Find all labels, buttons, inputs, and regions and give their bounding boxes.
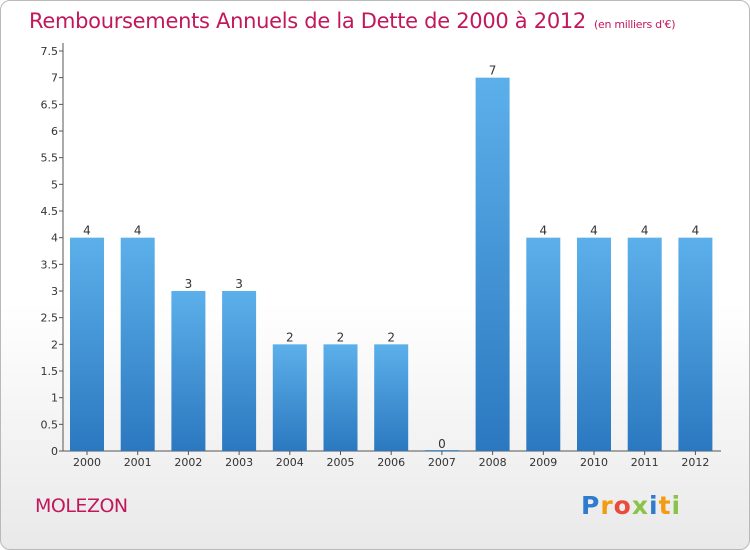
y-tick-label: 4.5 — [41, 205, 59, 218]
logo-letter: i — [649, 491, 659, 520]
bar-value-label: 4 — [134, 224, 142, 238]
bar — [678, 237, 713, 451]
y-tick-label: 5 — [51, 178, 58, 191]
bar — [577, 237, 611, 451]
logo-letter: x — [631, 491, 649, 520]
bar — [70, 237, 104, 451]
bar — [526, 237, 561, 451]
logo-letter: o — [613, 491, 632, 520]
title-unit: (en milliers d'€) — [594, 18, 676, 31]
bars: 4 4 3 3 2 2 2 0 7 4 4 4 4 — [70, 64, 713, 452]
y-tick-label: 1 — [51, 392, 58, 405]
x-tick-label: 2002 — [174, 456, 202, 469]
x-tick-label: 2003 — [225, 456, 253, 469]
x-tick-label: 2000 — [73, 456, 101, 469]
y-tick-label: 4 — [51, 232, 58, 245]
bar — [374, 344, 409, 451]
y-tick-label: 5.5 — [41, 152, 59, 165]
x-tick-label: 2011 — [631, 456, 659, 469]
chart-title: Remboursements Annuels de la Dette de 20… — [29, 9, 675, 33]
bar — [424, 450, 459, 451]
x-tick-label: 2012 — [681, 456, 709, 469]
x-tick-label: 2008 — [479, 456, 507, 469]
x-tick-label: 2006 — [377, 456, 405, 469]
bar-value-label: 2 — [337, 330, 345, 344]
y-tick-label: 6.5 — [41, 98, 59, 111]
bar-value-label: 2 — [387, 330, 395, 344]
bar-value-label: 4 — [590, 224, 598, 238]
y-tick-label: 7 — [51, 72, 58, 85]
bar-value-label: 3 — [185, 277, 193, 291]
bar — [120, 237, 155, 451]
y-tick-label: 7.5 — [41, 45, 59, 58]
title-main: Remboursements Annuels de la Dette de 20… — [29, 9, 586, 33]
x-tick-label: 2009 — [529, 456, 557, 469]
bar-value-label: 0 — [438, 437, 446, 451]
bar — [627, 237, 662, 451]
logo-letter: r — [600, 491, 614, 520]
x-tick-label: 2005 — [327, 456, 355, 469]
logo-letter: i — [671, 491, 682, 520]
y-tick-label: 6 — [51, 125, 58, 138]
bar-value-label: 2 — [286, 330, 294, 344]
bar-value-label: 4 — [83, 224, 91, 238]
bar-value-label: 4 — [539, 224, 547, 238]
y-tick-label: 2.5 — [41, 312, 59, 325]
commune-name: MOLEZON — [35, 495, 128, 517]
bar — [222, 291, 257, 451]
y-tick-label: 2 — [51, 338, 58, 351]
x-tick-label: 2004 — [276, 456, 304, 469]
bar — [272, 344, 307, 451]
x-tick-label: 2010 — [580, 456, 608, 469]
y-tick-label: 3 — [51, 285, 58, 298]
proxiti-logo: Proxiti — [581, 491, 681, 520]
y-tick-label: 0 — [51, 445, 58, 458]
x-tick-label: 2001 — [124, 456, 152, 469]
axes: 0 0.5 1 1.5 2 2.5 3 3.5 4 4.5 5 5.5 6 6.5 7 7.5 2000 2001… — [41, 43, 721, 469]
logo-letter: P — [581, 491, 601, 520]
y-tick-label: 1.5 — [41, 365, 59, 378]
bar — [475, 77, 510, 452]
x-tick-label: 2007 — [428, 456, 456, 469]
bar — [171, 291, 206, 451]
bar-value-label: 7 — [489, 64, 497, 78]
bar-value-label: 4 — [641, 224, 649, 238]
y-tick-label: 3.5 — [41, 258, 59, 271]
bar — [323, 344, 358, 451]
bar-value-label: 3 — [235, 277, 243, 291]
logo-letter: t — [658, 491, 672, 520]
y-tick-label: 0.5 — [41, 418, 59, 431]
bar-value-label: 4 — [692, 224, 700, 238]
